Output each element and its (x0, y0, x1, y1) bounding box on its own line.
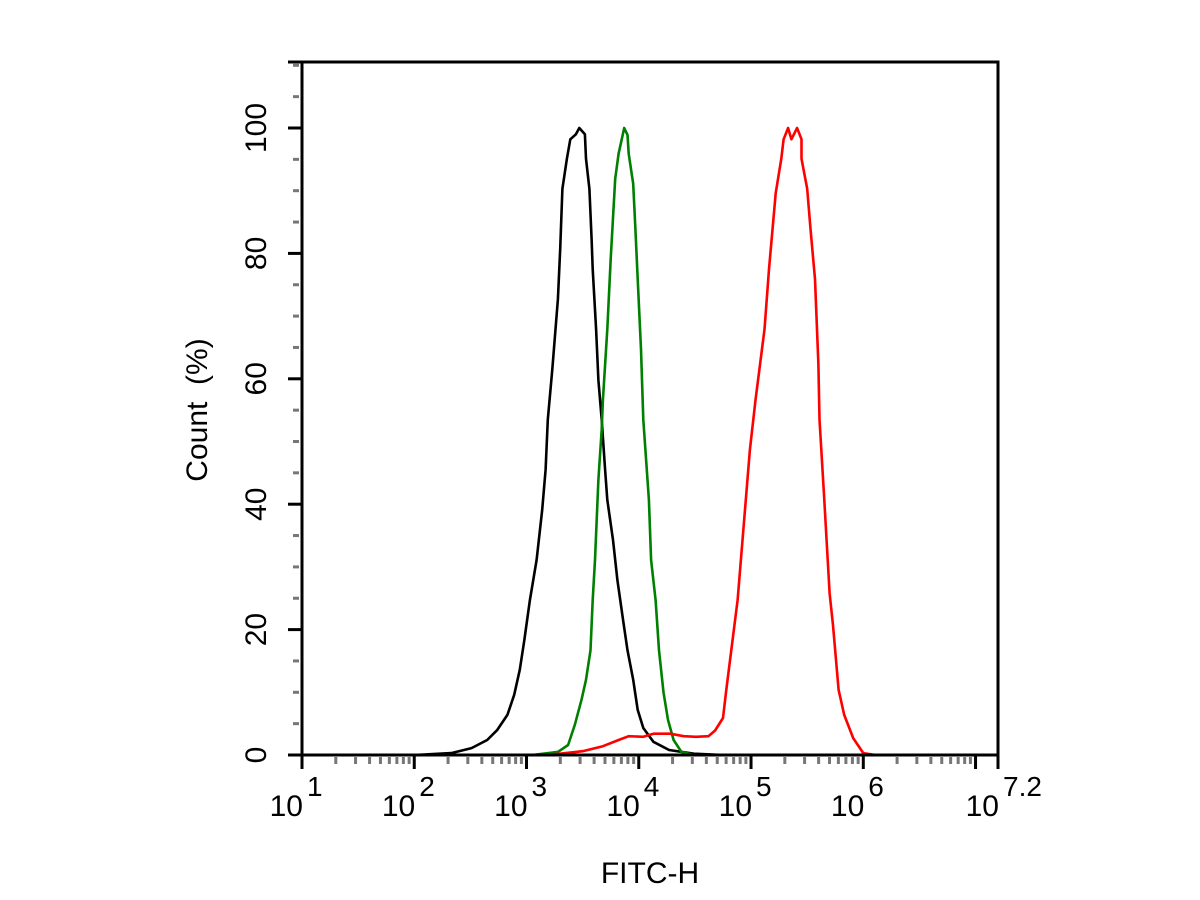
y-tick-label: 0 (240, 747, 273, 764)
x-tick-label: 10 (270, 790, 303, 823)
x-tick-label: 10 (606, 790, 639, 823)
x-tick-label: 10 (719, 790, 752, 823)
x-tick-exponent: 4 (644, 771, 660, 802)
x-tick-label: 10 (494, 790, 527, 823)
minor-ticks (293, 63, 972, 764)
y-tick-label: 60 (240, 362, 273, 395)
x-axis-title: FITC-H (601, 857, 699, 890)
x-tick-exponent: 2 (419, 771, 435, 802)
major-ticks (288, 60, 1000, 769)
x-tick-exponent: 1 (307, 771, 323, 802)
series-line-black (302, 126, 725, 757)
x-tick-label: 10 (382, 790, 415, 823)
y-tick-label: 80 (240, 237, 273, 270)
series-line-green (302, 126, 998, 757)
y-tick-labels: 0 20 40 60 80 100 (240, 103, 273, 763)
x-tick-exponent: 6 (868, 771, 884, 802)
x-tick-exponent: 3 (532, 771, 548, 802)
x-tick-exponent: 7.2 (1003, 771, 1042, 802)
series-layer (302, 126, 998, 757)
x-tick-labels: 10 1 10 2 10 3 10 4 10 5 10 6 10 7.2 (270, 771, 1042, 823)
series-line-red (302, 126, 998, 757)
plot-frame (300, 60, 1000, 757)
x-tick-exponent: 5 (756, 771, 772, 802)
y-tick-label: 40 (240, 488, 273, 521)
x-tick-label: 10 (966, 790, 999, 823)
y-tick-label: 20 (240, 613, 273, 646)
y-tick-label: 100 (240, 103, 273, 153)
x-tick-label: 10 (831, 790, 864, 823)
y-axis-title: Count (%) (181, 338, 214, 481)
